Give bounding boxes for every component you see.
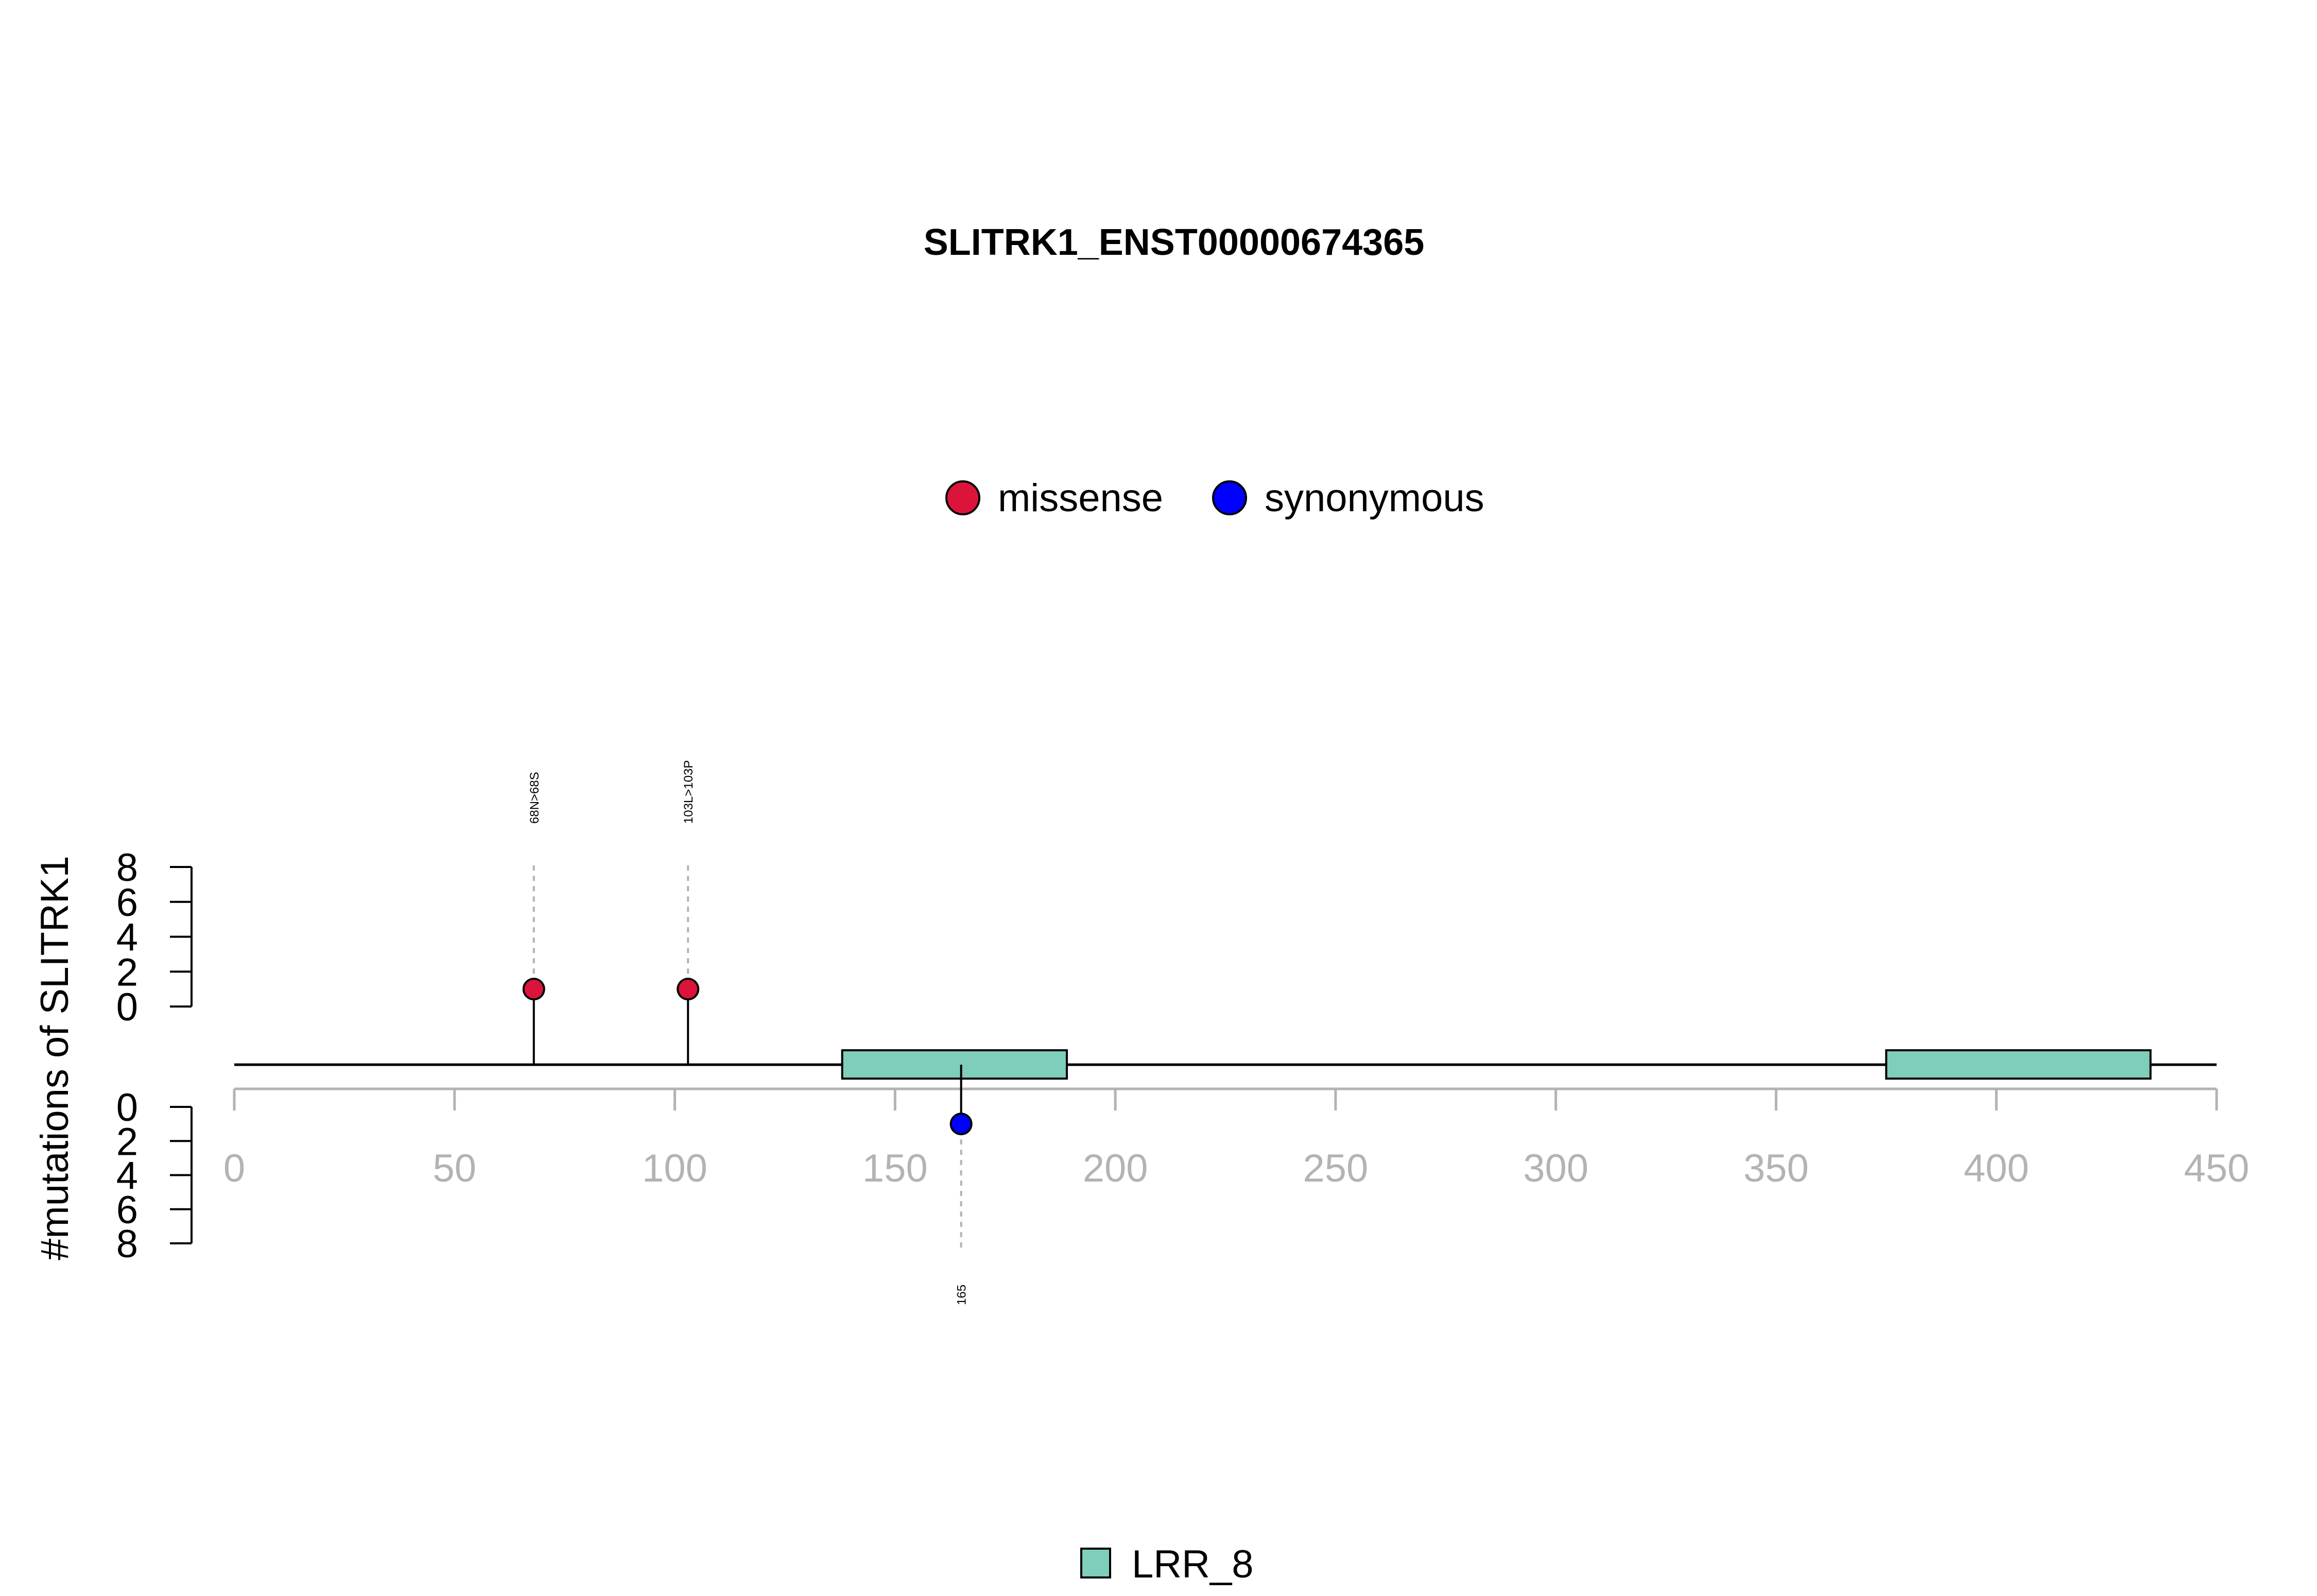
y-tick-lower-label: 2 [116,1120,138,1164]
y-tick-upper-label: 4 [116,916,138,960]
x-axis: 0 50 100 150 200 250 300 350 400 450 [223,1087,2250,1190]
mutation-label: 165 [955,1285,969,1305]
y-axis-label: #mutations of SLITRK1 [33,856,77,1260]
x-tick-label: 300 [1523,1147,1588,1190]
x-tick-label: 0 [223,1147,245,1190]
x-tick-label: 150 [862,1147,928,1190]
domain-box-LRR_8 [1885,1049,2152,1080]
x-tick-label: 450 [2184,1147,2250,1190]
y-tick-lower-label: 0 [116,1086,138,1130]
y-tick-upper-label: 8 [116,846,138,890]
x-tick-label: 100 [642,1147,707,1190]
y-tick-lower-label: 6 [116,1188,138,1232]
domain-boxes [841,1049,2152,1080]
mutation-point-synonymous [949,1113,973,1136]
mutation-legend: missense synonymous [945,476,1484,520]
mutation-point-missense [677,978,700,1001]
x-tick-label: 200 [1083,1147,1148,1190]
mutation-label: 103L>103P [682,760,696,824]
mutation-label: 68N>68S [528,772,542,824]
legend-label-synonymous: synonymous [1265,476,1484,520]
y-tick-lower-label: 8 [116,1222,138,1266]
chart-title: SLITRK1_ENST00000674365 [924,222,1425,263]
mutation-lollipops: 68N>68S 103L>103P 165 [522,760,973,1305]
y-tick-upper-label: 2 [116,950,138,994]
x-tick-label: 400 [1964,1147,2029,1190]
domain-legend-label: LRR_8 [1132,1542,1254,1586]
x-tick-label: 250 [1303,1147,1368,1190]
mutation-point-missense [522,978,545,1001]
domain-box-LRR_8 [841,1049,1068,1080]
x-tick-label: 50 [433,1147,477,1190]
legend-marker-synonymous [1212,480,1247,515]
domain-legend-swatch [1080,1548,1111,1578]
legend-label-missense: missense [998,476,1163,520]
x-tick-label: 350 [1743,1147,1809,1190]
legend-marker-missense [945,480,980,515]
y-tick-lower-label: 4 [116,1154,138,1198]
domain-legend: LRR_8 [1080,1542,1254,1586]
y-tick-upper-label: 0 [116,985,138,1029]
y-tick-upper-label: 6 [116,881,138,925]
